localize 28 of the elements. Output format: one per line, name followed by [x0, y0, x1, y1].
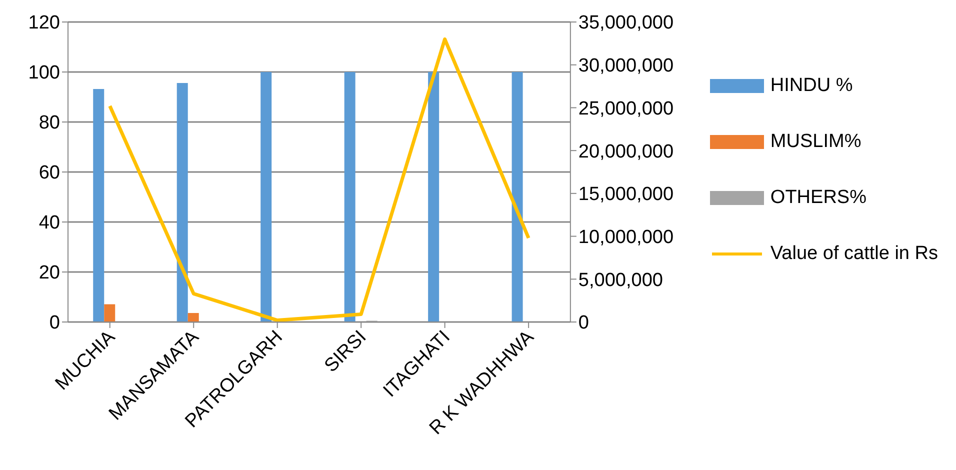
- y-tick-label: 120: [28, 12, 60, 34]
- y2-tick-label: 30,000,000: [578, 56, 674, 77]
- y-tick-label: 100: [28, 62, 60, 84]
- bar: [260, 72, 272, 322]
- legend-label: MUSLIM%: [770, 131, 862, 153]
- bar: [93, 89, 104, 322]
- bar: [188, 313, 199, 322]
- bar: [176, 83, 188, 322]
- y-tick-label: 20: [38, 262, 60, 284]
- y2-tick-label: 0: [578, 312, 589, 334]
- legend-label: HINDU %: [770, 75, 853, 97]
- y-tick-label: 60: [38, 162, 60, 184]
- bar: [344, 72, 356, 322]
- y-tick-label: 0: [49, 312, 60, 334]
- y2-tick-label: 25,000,000: [578, 98, 674, 120]
- y2-tick-label: 5,000,000: [578, 270, 663, 291]
- line-series: [108, 37, 530, 322]
- y-tick-label: 80: [38, 112, 60, 134]
- y2-tick-label: 35,000,000: [578, 12, 674, 34]
- legend-label: Value of cattle in Rs: [770, 243, 938, 265]
- bar: [512, 72, 523, 322]
- y2-tick-label: 20,000,000: [578, 141, 674, 162]
- y2-tick-label: 15,000,000: [578, 184, 674, 206]
- y2-tick-label: 10,000,000: [578, 227, 674, 248]
- bar: [104, 304, 116, 322]
- y-tick-label: 40: [38, 212, 60, 234]
- legend-label: OTHERS%: [770, 187, 866, 209]
- bar: [428, 72, 440, 322]
